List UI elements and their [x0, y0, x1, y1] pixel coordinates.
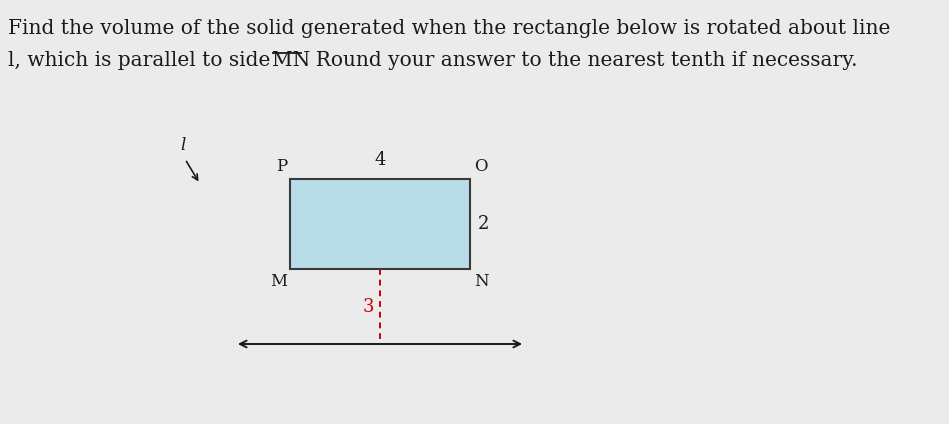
Text: 3: 3: [363, 298, 374, 315]
Text: 4: 4: [374, 151, 385, 169]
Text: P: P: [276, 158, 287, 175]
Text: . Round your answer to the nearest tenth if necessary.: . Round your answer to the nearest tenth…: [303, 51, 858, 70]
Text: Find the volume of the solid generated when the rectangle below is rotated about: Find the volume of the solid generated w…: [8, 19, 890, 38]
Text: l: l: [180, 137, 186, 154]
Bar: [290, 179, 470, 269]
Text: l, which is parallel to side: l, which is parallel to side: [8, 51, 277, 70]
Text: 2: 2: [478, 215, 490, 233]
Text: M: M: [270, 273, 287, 290]
Text: O: O: [474, 158, 488, 175]
Text: MN: MN: [272, 51, 310, 70]
Text: N: N: [474, 273, 489, 290]
